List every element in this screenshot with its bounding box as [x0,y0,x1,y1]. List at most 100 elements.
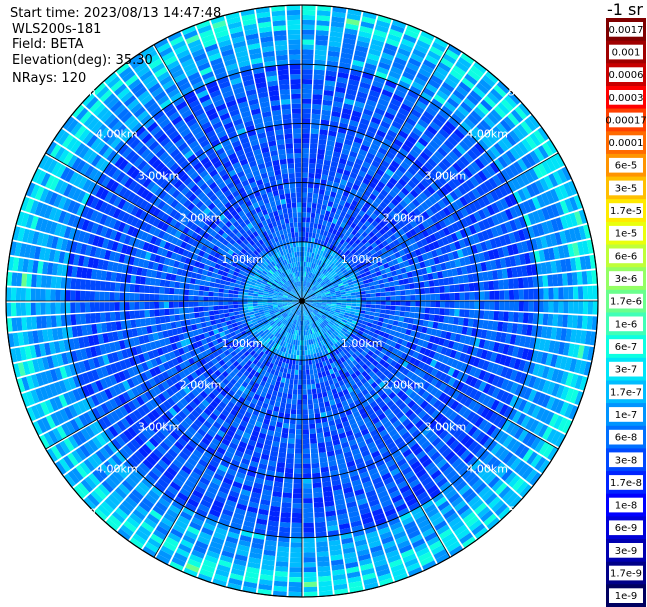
ppi-cell [157,373,166,383]
ppi-cell [464,73,478,86]
ppi-cell [583,224,592,239]
ppi-cell [552,246,560,260]
ppi-cell [411,416,421,425]
ppi-cell [323,215,329,222]
ppi-cell [314,358,319,364]
ppi-cell [382,540,396,550]
ppi-cell [259,345,265,351]
ppi-cell [461,468,473,480]
ppi-cell [308,272,311,278]
ppi-cell [499,235,507,247]
ppi-cell [380,416,389,425]
ppi-cell [504,301,510,311]
ppi-cell [448,411,458,422]
ppi-cell [89,423,100,436]
ppi-cell [63,473,76,488]
ppi-cell [303,305,305,311]
ppi-cell [330,334,335,340]
ppi-cell [318,144,326,150]
ppi-cell [285,408,291,414]
ppi-cell [477,358,485,369]
ppi-cell [457,504,470,516]
ppi-cell [439,382,448,392]
ppi-cell [320,255,325,262]
ppi-cell [204,468,215,477]
ppi-cell [380,392,388,401]
ppi-cell [384,508,397,517]
ppi-cell [213,531,226,541]
ppi-cell [489,129,501,142]
ppi-cell [295,359,299,365]
ppi-cell [354,285,360,290]
ppi-cell [513,397,523,410]
ppi-cell [292,359,296,365]
ppi-cell [309,319,312,324]
ppi-cell [105,518,119,531]
ppi-cell [141,429,152,440]
ppi-cell [422,87,435,98]
ppi-cell [340,276,346,281]
ppi-cell [308,418,315,425]
ppi-cell [303,458,311,464]
ppi-cell [238,335,245,342]
ppi-cell [255,442,264,449]
ppi-cell [452,414,462,425]
ppi-cell [563,301,569,314]
ppi-cell [115,507,129,520]
ppi-cell [315,321,320,326]
ppi-cell [164,452,175,462]
ppi-cell [545,234,553,248]
ppi-cell [422,372,431,381]
ppi-cell [300,315,302,321]
ppi-cell [317,285,322,290]
ppi-cell [244,576,258,584]
ppi-cell [245,395,253,403]
ppi-cell [404,435,414,444]
ppi-cell [257,437,265,444]
ppi-cell [433,336,441,345]
ppi-cell [198,374,207,382]
ppi-cell [318,139,327,145]
ppi-cell [348,349,355,356]
ppi-cell [339,274,345,279]
ppi-cell [328,285,334,289]
ppi-cell [488,177,498,189]
ppi-cell [300,303,301,306]
ppi-cell [499,404,509,416]
ppi-cell [329,368,335,375]
ppi-cell [312,227,317,234]
ppi-cell [298,303,301,305]
ppi-cell [184,430,194,439]
ppi-cell [164,489,176,500]
ppi-cell [503,311,509,322]
ppi-cell [390,160,400,169]
ppi-cell [325,75,337,82]
ppi-cell [469,388,478,399]
ppi-cell [570,373,579,388]
ppi-cell [361,363,369,371]
ppi-cell [172,524,186,534]
ppi-cell [282,492,292,499]
ppi-cell [351,525,364,533]
ppi-cell [417,388,426,397]
ppi-cell [516,413,527,426]
ppi-cell [582,286,589,300]
ppi-cell [418,35,433,46]
ppi-cell [289,567,302,573]
ppi-cell [101,415,112,428]
ppi-cell [291,522,302,528]
ppi-cell [408,277,414,284]
ppi-cell [338,369,344,376]
ppi-cell [118,448,130,460]
ppi-cell [291,329,295,335]
ppi-cell [446,204,456,214]
ppi-cell [341,228,348,235]
ppi-cell [492,126,505,139]
ppi-cell [189,521,202,531]
ppi-cell [497,416,508,429]
ppi-cell [428,433,438,444]
ppi-cell [203,522,216,532]
ppi-cell [270,341,276,347]
ppi-cell [514,254,521,266]
ppi-cell [218,413,227,421]
